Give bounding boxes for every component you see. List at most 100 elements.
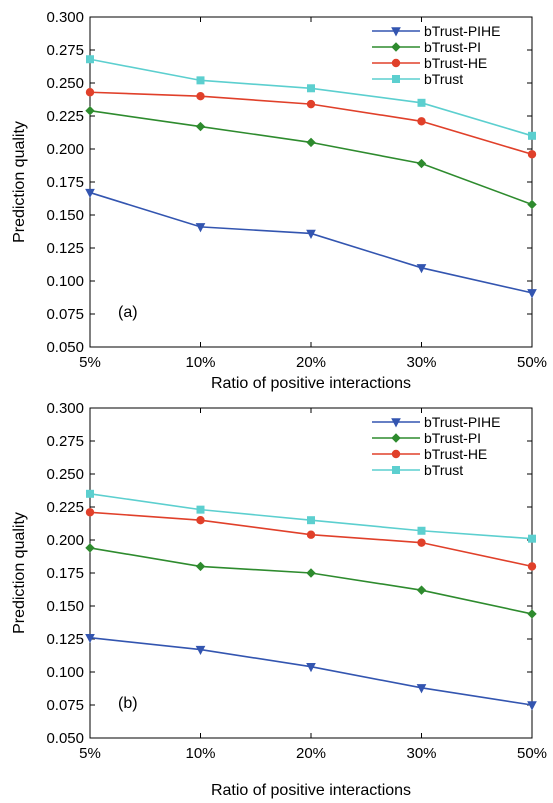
legend-item: bTrust xyxy=(372,71,463,87)
data-point xyxy=(85,633,95,644)
data-point xyxy=(527,609,537,619)
x-axis-label: Ratio of positive interactions xyxy=(211,375,411,392)
data-point xyxy=(417,538,426,547)
series-btrust-pi xyxy=(85,543,537,619)
data-point xyxy=(306,137,316,148)
data-point xyxy=(306,229,316,239)
y-tick-label: 0.300 xyxy=(46,9,84,26)
legend-label: bTrust-PIHE xyxy=(424,23,501,39)
data-point xyxy=(527,199,537,210)
legend-item: bTrust-PI xyxy=(372,39,481,55)
legend-marker xyxy=(391,433,401,443)
series-btrust-pi xyxy=(85,106,537,210)
legend-marker xyxy=(391,418,401,428)
y-tick-label: 0.050 xyxy=(46,339,84,356)
x-axis-label: Ratio of positive interactions xyxy=(211,782,411,799)
legend-marker xyxy=(392,75,400,83)
legend-marker xyxy=(391,42,401,52)
x-tick-label: 30% xyxy=(406,745,436,762)
data-point xyxy=(417,98,426,107)
data-point xyxy=(195,223,206,233)
panel-label: (b) xyxy=(118,695,138,712)
series-btrust-he xyxy=(85,508,537,571)
data-point xyxy=(85,508,95,517)
legend-marker xyxy=(392,466,400,474)
legend-label: bTrust-HE xyxy=(424,55,487,71)
series-line xyxy=(89,547,533,615)
y-tick-label: 0.075 xyxy=(46,306,84,323)
y-tick-label: 0.250 xyxy=(46,75,84,92)
y-tick-label: 0.125 xyxy=(46,631,84,648)
data-point xyxy=(306,663,316,673)
data-point xyxy=(417,526,426,535)
data-point xyxy=(416,158,427,169)
legend-label: bTrust-PI xyxy=(424,430,481,446)
legend-item: bTrust-PIHE xyxy=(372,23,501,39)
data-point xyxy=(527,289,537,299)
chart-panel-a: 0.050 0.075 0.100 0.125 0.150 0.175 0.200 0.225… xyxy=(11,9,547,392)
x-tick-label: 50% xyxy=(517,354,547,371)
legend-label: bTrust-HE xyxy=(424,446,487,462)
series-btrust xyxy=(86,489,536,543)
legend-label: bTrust-PIHE xyxy=(424,414,501,430)
series-btrust-he xyxy=(85,88,537,159)
data-point xyxy=(196,516,205,525)
data-point xyxy=(528,534,536,543)
y-tick-label: 0.225 xyxy=(46,499,84,516)
legend-label: bTrust-PI xyxy=(424,39,481,55)
legend-item: bTrust xyxy=(372,462,463,478)
data-point xyxy=(196,76,205,85)
data-point xyxy=(527,150,537,159)
data-point xyxy=(196,505,205,514)
y-tick-label: 0.125 xyxy=(46,240,84,257)
data-point xyxy=(85,188,95,199)
y-tick-label: 0.100 xyxy=(46,664,84,681)
legend-item: bTrust-PIHE xyxy=(372,414,501,430)
y-tick-label: 0.150 xyxy=(46,598,84,615)
y-tick-label: 0.250 xyxy=(46,466,84,483)
y-tick-label: 0.175 xyxy=(46,174,84,191)
x-tick-label: 5% xyxy=(79,745,101,762)
legend-marker xyxy=(391,58,401,68)
data-point xyxy=(528,131,536,140)
data-point xyxy=(85,543,95,553)
x-tick-label: 10% xyxy=(185,354,215,371)
y-tick-label: 0.175 xyxy=(46,565,84,582)
y-axis-label: Prediction quality xyxy=(11,512,28,634)
x-tick-label: 5% xyxy=(79,354,101,371)
x-tick-label: 10% xyxy=(185,745,215,762)
y-tick-label: 0.200 xyxy=(46,141,84,158)
data-point xyxy=(306,99,316,109)
data-point xyxy=(195,121,206,132)
chart-panel-b: 0.050 0.075 0.100 0.125 0.150 0.175 0.200 0.225… xyxy=(11,400,547,799)
series-btrust-pihe xyxy=(85,633,537,711)
data-point xyxy=(417,117,426,126)
panel-label: (a) xyxy=(118,304,138,321)
x-tick-label: 20% xyxy=(296,745,326,762)
data-point xyxy=(195,645,206,656)
data-point xyxy=(196,91,205,101)
data-point xyxy=(416,585,427,595)
legend-label: bTrust xyxy=(424,71,463,87)
y-tick-label: 0.200 xyxy=(46,532,84,549)
data-point xyxy=(86,55,94,64)
y-tick-label: 0.100 xyxy=(46,273,84,290)
series-btrust xyxy=(86,55,536,140)
y-tick-label: 0.225 xyxy=(46,108,84,125)
x-tick-label: 30% xyxy=(406,354,436,371)
data-point xyxy=(527,701,537,711)
x-tick-label: 20% xyxy=(296,354,326,371)
legend-item: bTrust-HE xyxy=(372,55,487,71)
data-point xyxy=(527,562,537,571)
y-tick-label: 0.275 xyxy=(46,433,84,450)
legend-label: bTrust xyxy=(424,462,463,478)
data-point xyxy=(307,84,315,93)
legend-item: bTrust-HE xyxy=(372,446,487,462)
data-point xyxy=(85,106,95,116)
y-tick-label: 0.075 xyxy=(46,697,84,714)
y-tick-label: 0.300 xyxy=(46,400,84,417)
y-axis-label: Prediction quality xyxy=(11,121,28,243)
